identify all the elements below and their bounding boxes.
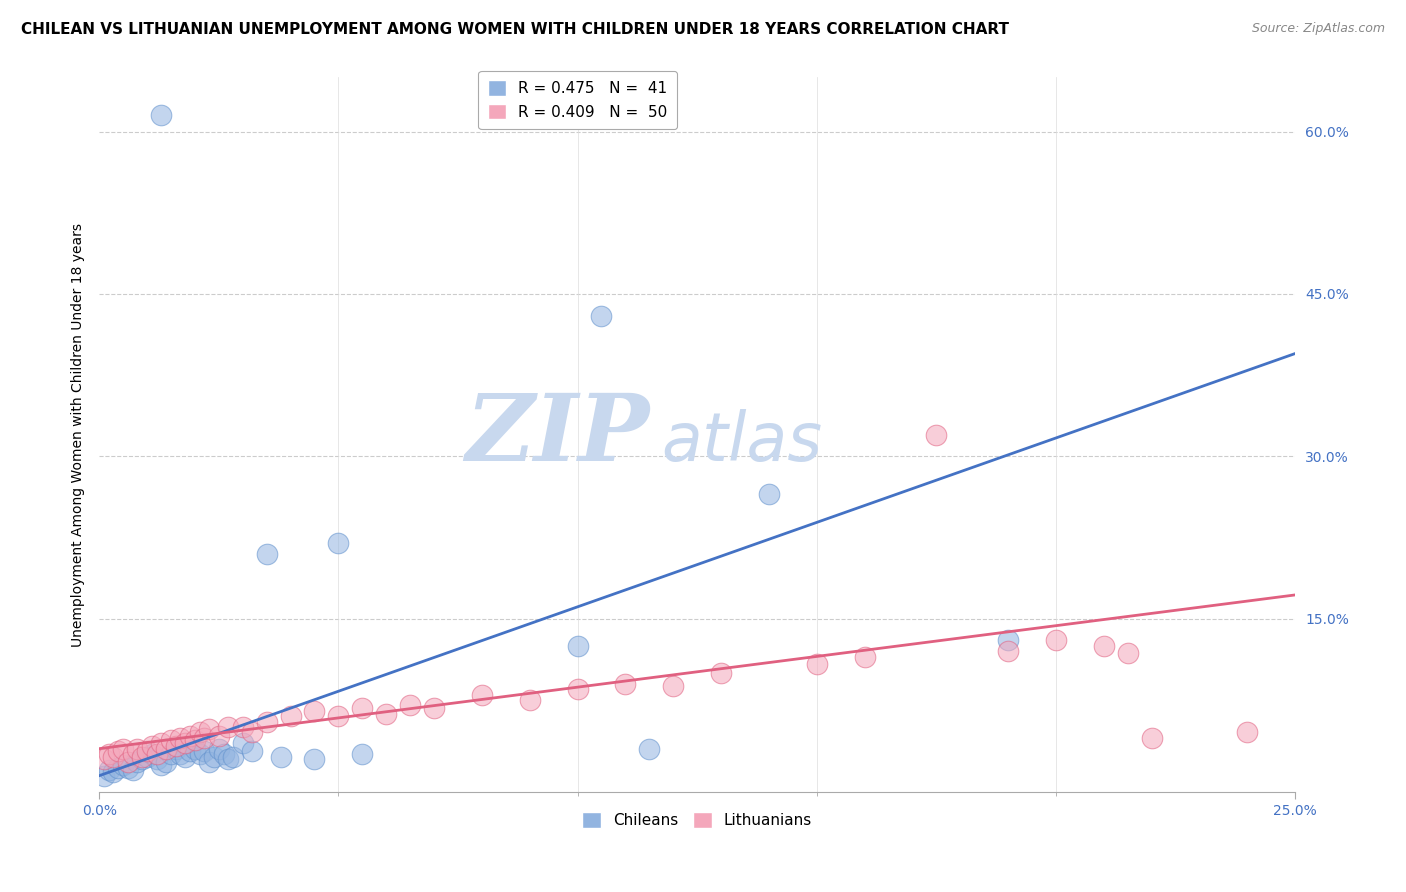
Point [131,750,153,764]
Point [188,747,211,761]
Point [103,750,125,764]
Point [107,761,129,775]
Point [270,750,292,764]
Text: CHILEAN VS LITHUANIAN UNEMPLOYMENT AMONG WOMEN WITH CHILDREN UNDER 18 YEARS CORR: CHILEAN VS LITHUANIAN UNEMPLOYMENT AMONG… [21,22,1010,37]
Point [145,752,167,766]
Text: atlas: atlas [661,409,823,475]
Point [567,682,589,697]
Point [193,731,215,745]
Point [179,729,201,743]
Legend: Chileans, Lithuanians: Chileans, Lithuanians [576,806,818,834]
Point [93,769,115,783]
Point [121,764,143,778]
Point [208,729,231,743]
Point [240,744,263,758]
Point [150,758,173,772]
Point [174,750,197,764]
Point [328,709,350,723]
Point [1092,639,1115,653]
Point [93,752,115,766]
Point [591,309,613,323]
Point [179,744,201,758]
Point [193,744,215,758]
Point [662,679,685,693]
Point [423,700,446,714]
Point [280,709,302,723]
Point [399,698,422,713]
Point [155,755,177,769]
Point [141,747,163,761]
Point [519,693,541,707]
Point [256,714,278,729]
Point [1140,731,1163,745]
Point [208,741,231,756]
Point [136,750,159,764]
Point [117,761,139,775]
Point [232,720,254,734]
Point [188,725,211,739]
Point [1045,633,1067,648]
Point [212,747,235,761]
Text: Source: ZipAtlas.com: Source: ZipAtlas.com [1251,22,1385,36]
Point [160,733,183,747]
Point [217,752,239,766]
Point [222,750,245,764]
Point [127,755,149,769]
Point [304,752,326,766]
Point [853,649,876,664]
Point [1116,646,1139,660]
Point [97,764,120,778]
Point [352,747,374,761]
Point [165,739,187,754]
Point [806,657,828,672]
Point [375,706,398,721]
Point [97,747,120,761]
Point [184,733,207,747]
Point [304,704,326,718]
Point [997,633,1019,648]
Point [240,725,263,739]
Point [103,765,125,780]
Point [217,720,239,734]
Point [145,747,167,761]
Point [174,736,197,750]
Point [160,747,183,761]
Point [155,741,177,756]
Point [127,741,149,756]
Point [638,741,661,756]
Point [165,741,187,756]
Point [328,536,350,550]
Point [112,758,135,772]
Point [131,752,153,766]
Point [121,747,143,761]
Point [1236,725,1258,739]
Point [567,639,589,653]
Point [117,755,139,769]
Point [471,688,494,702]
Point [136,744,159,758]
Point [107,744,129,758]
Point [198,722,221,736]
Point [150,108,173,122]
Point [169,731,191,745]
Point [150,736,173,750]
Point [758,487,780,501]
Point [352,700,374,714]
Point [925,427,948,442]
Point [202,750,225,764]
Point [710,665,733,680]
Point [997,644,1019,658]
Point [256,547,278,561]
Point [184,741,207,756]
Point [112,741,135,756]
Point [198,755,221,769]
Point [141,739,163,754]
Point [614,676,637,690]
Point [232,736,254,750]
Y-axis label: Unemployment Among Women with Children Under 18 years: Unemployment Among Women with Children U… [72,223,86,647]
Point [169,747,191,761]
Text: ZIP: ZIP [465,390,650,480]
